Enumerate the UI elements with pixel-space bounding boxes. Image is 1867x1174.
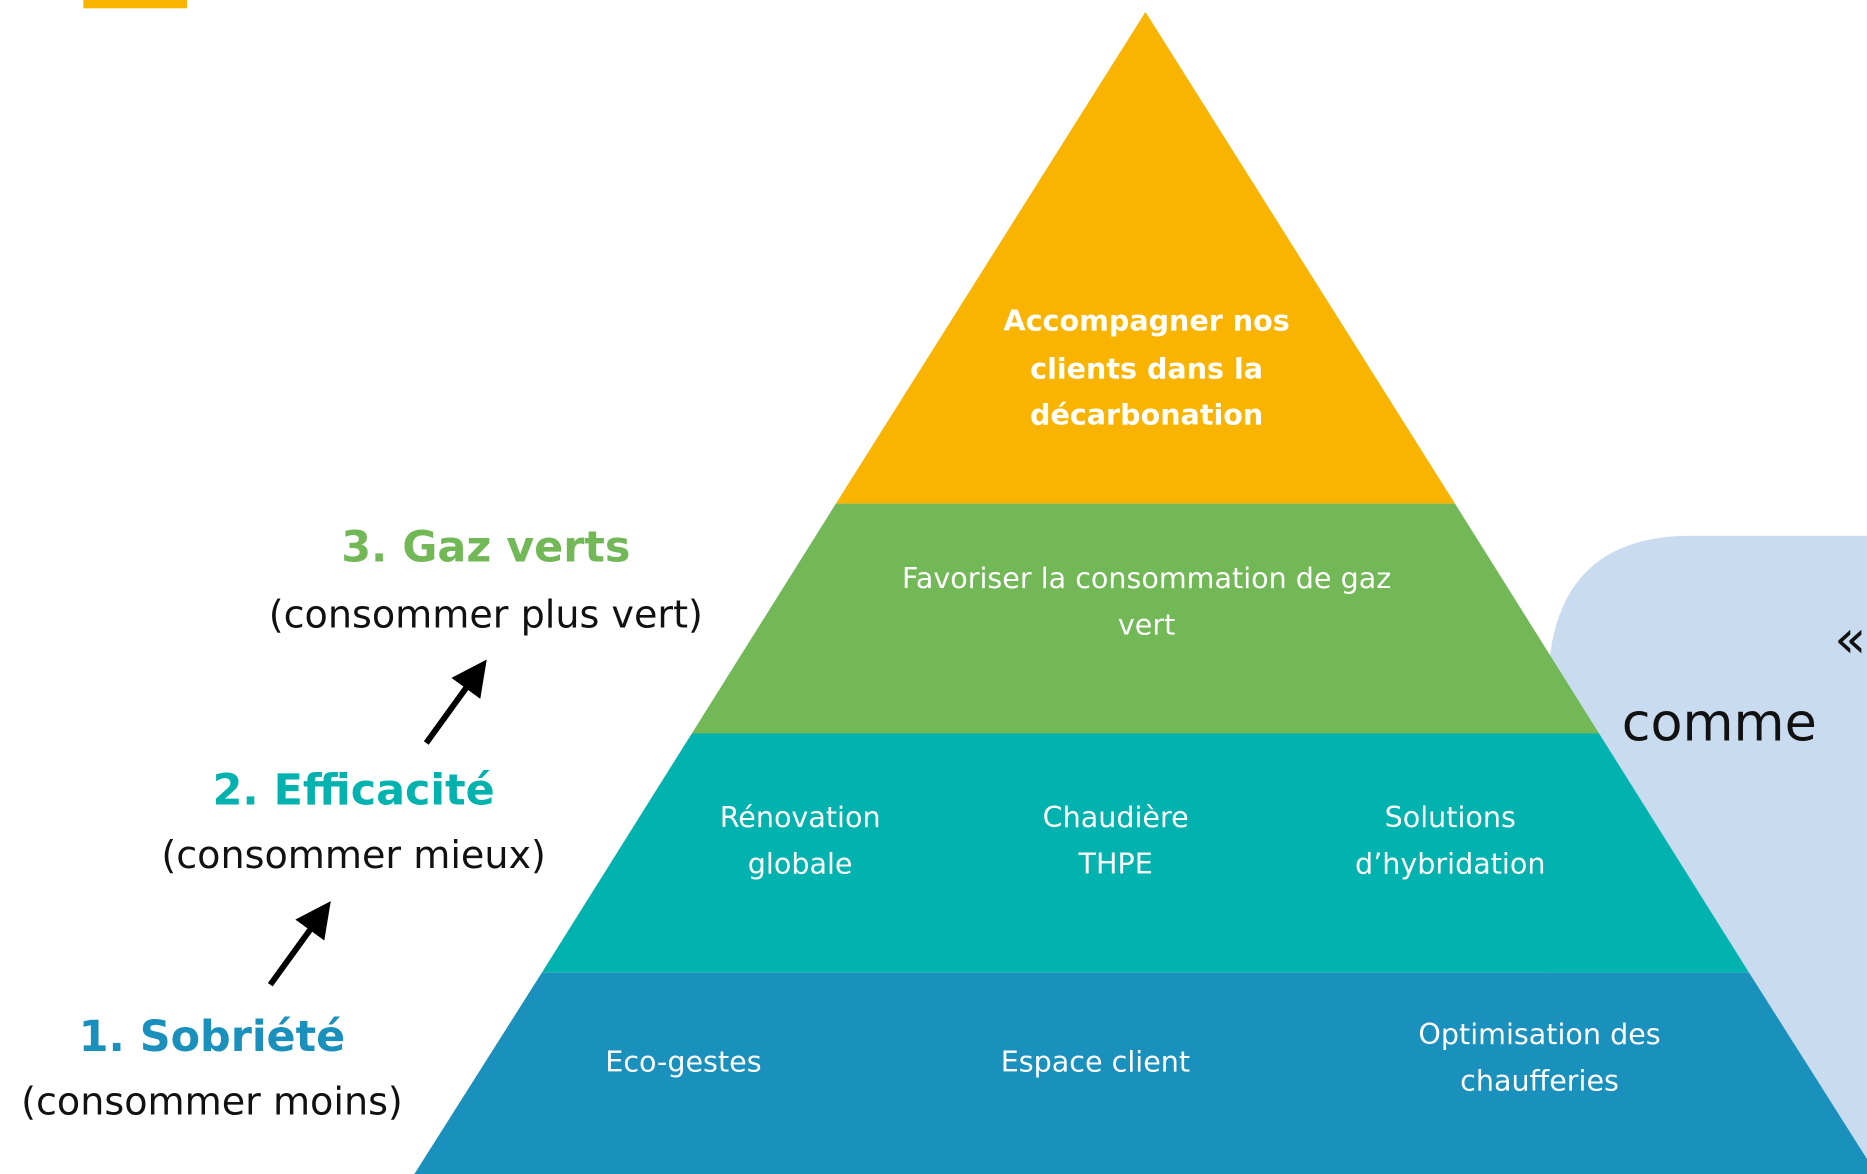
pyramid-level — [541, 733, 1750, 973]
level-text: THPE — [1078, 847, 1153, 881]
level-text: Optimisation des — [1418, 1017, 1660, 1051]
pyramid-level — [691, 503, 1600, 734]
pyramid-level — [414, 972, 1867, 1174]
level-text: vert — [1118, 607, 1175, 641]
step-subtitle: (consommer moins) — [21, 1079, 403, 1123]
level-text: Espace client — [1001, 1044, 1190, 1078]
callout-text: « — [1834, 609, 1866, 670]
callout-text: comme — [1622, 692, 1817, 753]
step-subtitle: (consommer mieux) — [161, 833, 546, 877]
level-text: Eco-gestes — [605, 1044, 761, 1078]
level-text: Chaudière — [1043, 800, 1189, 834]
level-text: Favoriser la consommation de gaz — [902, 561, 1391, 595]
level-text: décarbonation — [1030, 398, 1263, 432]
level-text: Accompagner nos — [1004, 304, 1290, 338]
level-text: globale — [748, 847, 853, 881]
pyramid-labels: Accompagner nos clients dans la décarbon… — [605, 304, 1660, 1098]
arrow — [423, 659, 487, 745]
pyramid-level — [835, 11, 1456, 504]
level-text: Solutions — [1385, 800, 1516, 834]
level-text: chaufferies — [1460, 1063, 1619, 1097]
step-title: 2. Efficacité — [213, 765, 495, 815]
step-title: 1. Sobriété — [79, 1012, 345, 1062]
arrow — [267, 901, 331, 987]
step-subtitle: (consommer plus vert) — [269, 592, 703, 636]
level-text: clients dans la — [1030, 351, 1263, 385]
accent-bar — [83, 0, 187, 9]
level-text: Rénovation — [720, 800, 881, 834]
level-text: d’hybridation — [1355, 847, 1545, 881]
step-title: 3. Gaz verts — [341, 523, 630, 573]
